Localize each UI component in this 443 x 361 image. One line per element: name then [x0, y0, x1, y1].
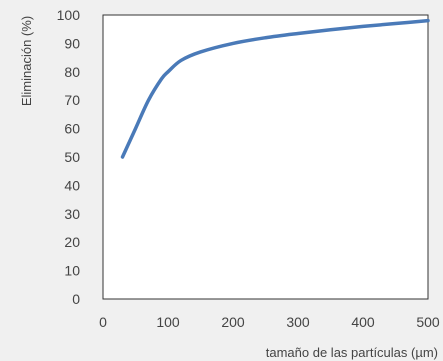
y-tick-label: 10: [64, 263, 80, 279]
y-tick-label: 70: [64, 92, 80, 108]
x-tick-label: 0: [99, 314, 107, 330]
series-line: [120, 18, 430, 159]
y-tick-label: 60: [64, 121, 80, 137]
y-tick-label: 20: [64, 234, 80, 250]
y-tick-label: 30: [64, 206, 80, 222]
x-tick-label: 300: [286, 314, 310, 330]
x-axis-title: tamaño de las partículas (µm): [266, 345, 438, 360]
series-layer: [120, 18, 430, 159]
y-tick-label: 100: [57, 7, 81, 23]
x-tick-label: 400: [351, 314, 375, 330]
y-tick-label: 50: [64, 149, 80, 165]
y-tick-label: 90: [64, 35, 80, 51]
x-tick-label: 100: [156, 314, 180, 330]
x-tick-label: 500: [416, 314, 440, 330]
y-tick-label: 0: [72, 291, 80, 307]
y-tick-label: 40: [64, 177, 80, 193]
tick-labels: 0 10 20 30 40 50 60 70 80 90 100 0 100 200 300 400 500: [57, 7, 440, 330]
y-axis-title: Eliminación (%): [19, 16, 34, 106]
x-tick-label: 200: [221, 314, 245, 330]
plot-frame: [102, 14, 429, 300]
y-tick-label: 80: [64, 64, 80, 80]
